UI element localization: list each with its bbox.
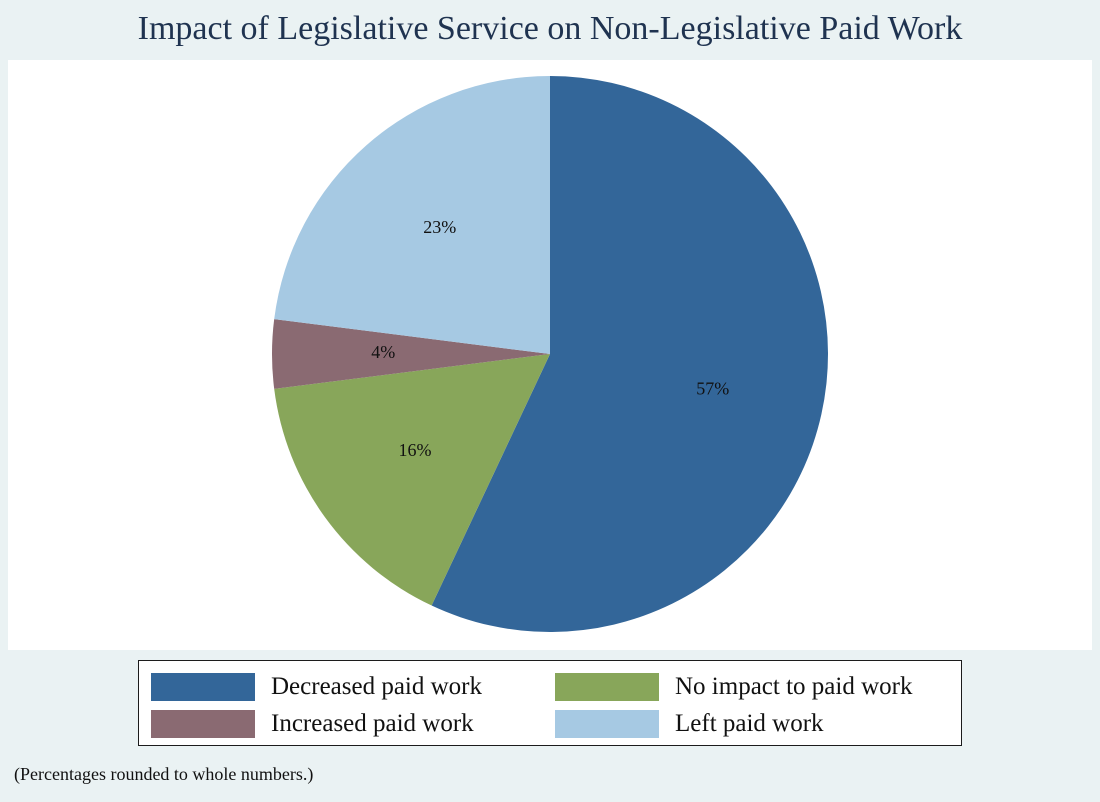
legend-swatch-no-impact: [555, 673, 659, 701]
legend: Decreased paid work No impact to paid wo…: [138, 660, 962, 746]
plot-area: 57% 16% 4% 23%: [8, 60, 1092, 650]
pie-slice-label-left-paid-work: 23%: [423, 217, 456, 237]
chart-title: Impact of Legislative Service on Non-Leg…: [137, 10, 963, 47]
pie-slice-label-decreased-paid-work: 57%: [696, 379, 729, 399]
legend-item-left: Left paid work: [555, 708, 824, 740]
pie-slice-label-increased-paid-work: 4%: [371, 342, 395, 362]
pie-slice-left-paid-work: [274, 76, 550, 354]
legend-swatch-increased: [151, 710, 255, 738]
legend-swatch-left: [555, 710, 659, 738]
legend-label-no-impact: No impact to paid work: [675, 673, 913, 700]
legend-label-decreased: Decreased paid work: [271, 673, 483, 700]
pie-slice-label-no-impact-to-paid-work: 16%: [399, 440, 432, 460]
pie-slice-no-impact-to-paid-work: [274, 354, 550, 606]
pie-chart: 57% 16% 4% 23%: [271, 76, 829, 633]
legend-item-increased: Increased paid work: [151, 708, 474, 740]
legend-label-left: Left paid work: [675, 710, 824, 737]
legend-item-no-impact: No impact to paid work: [555, 671, 912, 703]
pie-slice-decreased-paid-work: [431, 76, 829, 633]
legend-label-increased: Increased paid work: [271, 710, 474, 737]
footnote: (Percentages rounded to whole numbers.): [14, 764, 314, 784]
legend-item-decreased: Decreased paid work: [151, 671, 482, 703]
legend-swatch-decreased: [151, 673, 255, 701]
pie-slice-increased-paid-work: [271, 319, 550, 389]
